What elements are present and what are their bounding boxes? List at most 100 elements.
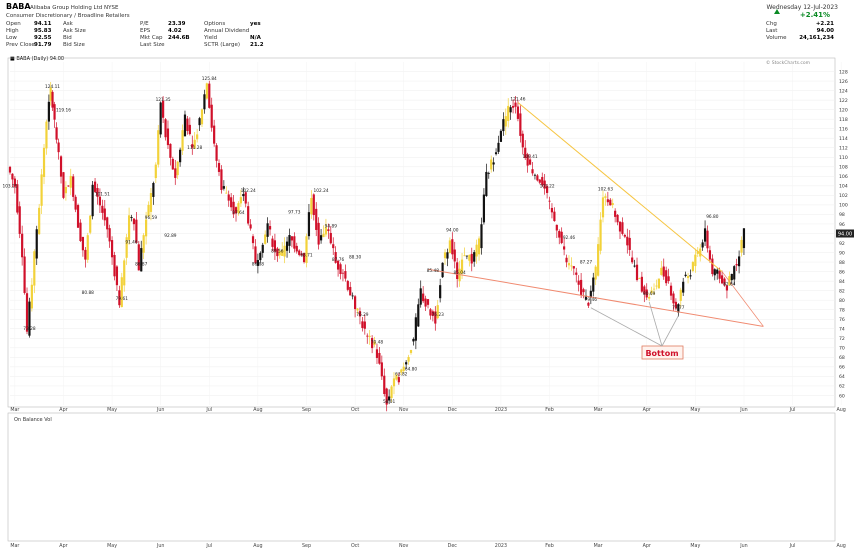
- price-label: 119.16: [56, 108, 71, 114]
- candle-body: [691, 262, 695, 272]
- candle-body: [351, 295, 354, 297]
- candle-body: [541, 177, 544, 185]
- candle-body: [419, 288, 422, 305]
- x-tick-label: Nov: [399, 407, 409, 413]
- y-tick-label: 72: [839, 336, 845, 342]
- price-label: 121.35: [156, 97, 171, 103]
- price-label: 92.46: [563, 235, 576, 241]
- candle-body: [193, 139, 196, 149]
- candle-body: [239, 197, 242, 204]
- candle-body: [332, 244, 335, 249]
- candle-body: [511, 105, 515, 108]
- candle-body: [174, 168, 177, 178]
- price-label: 103.22: [540, 184, 555, 190]
- bottom-pointer-line: [590, 307, 663, 347]
- candle-body: [587, 302, 590, 306]
- candle-body: [21, 233, 24, 258]
- grid: [10, 62, 842, 405]
- y-tick-label: 110: [839, 155, 848, 161]
- stat-value: 91.79: [34, 42, 52, 48]
- candle-body: [23, 256, 26, 293]
- y-tick-label: 100: [839, 203, 848, 209]
- candle-body: [657, 278, 660, 289]
- date-label: Wednesday 12-Jul-2023: [767, 4, 839, 11]
- candle-body: [285, 241, 289, 251]
- candle-body: [232, 201, 235, 215]
- price-label: 80.88: [82, 290, 95, 296]
- y-tick-label: 104: [839, 184, 848, 190]
- candle-body: [210, 104, 213, 128]
- indicator-label: On Balance Vol: [14, 417, 52, 423]
- candle-body: [570, 265, 573, 267]
- candle-body: [628, 237, 631, 250]
- candle-body: [25, 293, 29, 332]
- candle-body: [725, 285, 729, 291]
- candle-body: [125, 237, 128, 258]
- candle-body: [120, 277, 123, 308]
- price-label: 70.48: [371, 340, 384, 346]
- candle-body: [550, 207, 554, 213]
- y-axis: 128 126 124 122 120 118 116 114 112 110 108 106 104 1…: [836, 69, 854, 399]
- candle-body: [475, 244, 478, 257]
- y-tick-label: 74: [839, 327, 845, 333]
- candle-body: [422, 293, 425, 302]
- stat-label: Options: [204, 21, 225, 27]
- price-label: 97.64: [232, 210, 245, 216]
- candle-body: [259, 252, 262, 261]
- candle-body: [402, 366, 405, 371]
- y-tick-label: 122: [839, 98, 848, 104]
- candle-body: [8, 166, 12, 173]
- bottom-pointer-line: [648, 301, 663, 347]
- candle-body: [51, 91, 54, 108]
- candle-body: [412, 338, 415, 342]
- candle-body: [84, 249, 87, 260]
- x-tick-label: Jul: [205, 407, 212, 413]
- stat-value: 23.39: [168, 21, 186, 27]
- stat-label: Volume: [766, 35, 787, 41]
- candle-body: [118, 290, 121, 306]
- candle-body: [405, 362, 408, 365]
- candle-body: [640, 276, 643, 292]
- y-tick-label: 70: [839, 346, 845, 352]
- price-label: 111.28: [187, 145, 202, 151]
- stat-label: SCTR (Large): [204, 42, 240, 48]
- candle-body: [429, 309, 432, 316]
- x-tick-label: Oct: [351, 407, 359, 413]
- candle-body: [166, 128, 170, 146]
- candle-body: [127, 215, 131, 240]
- candle-body: [162, 100, 165, 118]
- candle-body: [230, 197, 233, 208]
- stat-label: Bid: [63, 35, 72, 41]
- stat-label: Last Size: [140, 42, 165, 48]
- candle-body: [93, 181, 97, 192]
- candle-body: [251, 236, 255, 244]
- stat-value: 94.11: [34, 21, 52, 27]
- candle-body: [344, 271, 347, 279]
- y-tick-label: 86: [839, 269, 845, 275]
- price-label: 97.73: [288, 210, 301, 216]
- price-label: 109.41: [523, 154, 538, 160]
- stat-value: 92.55: [34, 35, 52, 41]
- candle-body: [319, 235, 323, 241]
- x-tick-label: Mar: [594, 407, 603, 413]
- candle-body: [142, 235, 145, 253]
- candle-body: [626, 236, 629, 246]
- candle-body: [735, 264, 738, 266]
- candle-body: [465, 255, 468, 257]
- y-tick-label: 90: [839, 250, 845, 256]
- candle-body: [388, 396, 391, 401]
- candle-body: [42, 147, 46, 177]
- x-tick-label: Apr: [643, 407, 651, 413]
- x-tick-label-bottom: Nov: [399, 543, 409, 549]
- y-tick-label: 116: [839, 126, 848, 132]
- candle-body: [354, 296, 357, 310]
- candle-body: [373, 341, 376, 345]
- candle-body: [592, 277, 595, 292]
- candle-body: [635, 264, 639, 281]
- candle-body: [558, 231, 561, 238]
- price-label: 102.63: [598, 186, 613, 192]
- stat-label: EPS: [140, 28, 151, 34]
- candle-body: [507, 105, 510, 122]
